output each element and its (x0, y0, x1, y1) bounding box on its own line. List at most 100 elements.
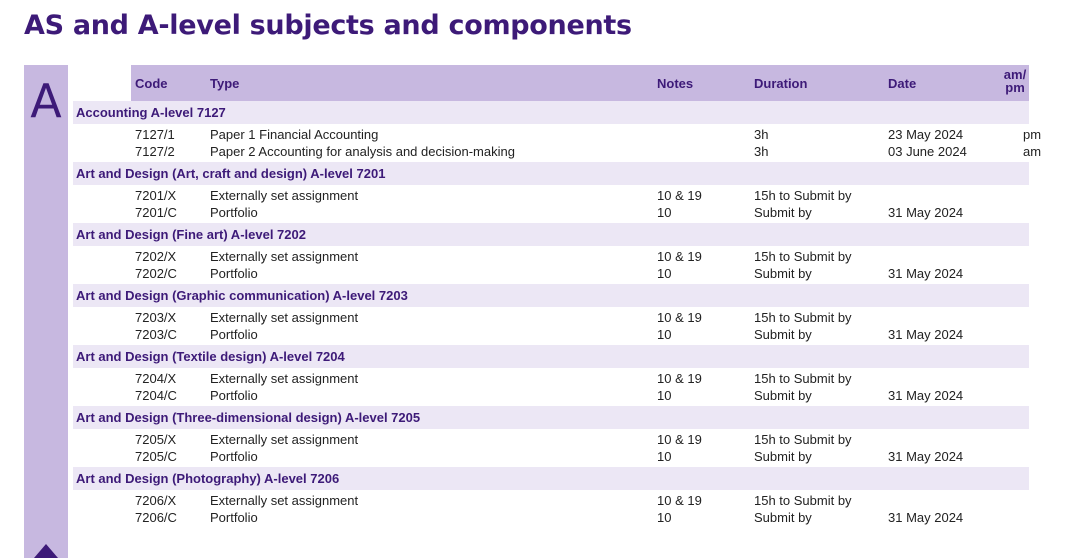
component-type: Externally set assignment (210, 249, 359, 264)
component-notes: 10 & 19 (657, 432, 702, 447)
header-ampm-line1: am/ (1003, 67, 1027, 82)
component-notes: 10 & 19 (657, 188, 702, 203)
component-type: Portfolio (210, 266, 258, 281)
component-duration: 15h to Submit by (754, 310, 852, 325)
component-row: 7203/X Externally set assignment 10 & 19 15… (73, 309, 1029, 326)
page-title: AS and A-level subjects and components (24, 10, 632, 41)
component-date: 23 May 2024 (888, 127, 964, 142)
component-date: 31 May 2024 (888, 205, 964, 220)
header-code: Code (135, 76, 168, 91)
component-row: 7127/2 Paper 2 Accounting for analysis an… (73, 143, 1041, 160)
component-duration: 3h (754, 127, 769, 142)
component-duration: Submit by (754, 449, 812, 464)
subject-row: Art and Design (Fine art) A-level 7202 (73, 223, 1029, 246)
component-duration: Submit by (754, 266, 812, 281)
component-duration: Submit by (754, 510, 812, 525)
component-code: 7205/X (135, 432, 177, 447)
component-code: 7204/X (135, 371, 177, 386)
component-notes: 10 (657, 510, 672, 525)
component-code: 7127/1 (135, 127, 175, 142)
table-body: Accounting A-level 7127 7127/1 Paper 1 Fin… (73, 101, 1041, 528)
component-type: Externally set assignment (210, 432, 359, 447)
component-row: 7206/C Portfolio 10 Submit by 31 May 2024 (73, 509, 1029, 526)
component-notes: 10 & 19 (657, 249, 702, 264)
component-date: 03 June 2024 (888, 144, 967, 159)
component-row: 7205/X Externally set assignment 10 & 19 15… (73, 431, 1029, 448)
component-date: 31 May 2024 (888, 327, 964, 342)
component-date: 31 May 2024 (888, 449, 964, 464)
component-date: 31 May 2024 (888, 266, 964, 281)
subjects-table: Code Type Notes Duration Date am/ pm Acc… (73, 65, 1041, 528)
section-letter-bar: A (24, 65, 68, 558)
component-type: Portfolio (210, 510, 258, 525)
component-notes: 10 (657, 327, 672, 342)
component-row: 7202/C Portfolio 10 Submit by 31 May 2024 (73, 265, 1029, 282)
component-ampm: pm (1023, 127, 1042, 142)
component-row: 7201/X Externally set assignment 10 & 19 15… (73, 187, 1029, 204)
header-duration: Duration (754, 76, 808, 91)
component-code: 7201/X (135, 188, 177, 203)
component-type: Externally set assignment (210, 371, 359, 386)
header-notes: Notes (657, 76, 694, 91)
component-duration: 15h to Submit by (754, 493, 852, 508)
component-row: 7201/C Portfolio 10 Submit by 31 May 2024 (73, 204, 1029, 221)
component-duration: 3h (754, 144, 769, 159)
component-type: Portfolio (210, 205, 258, 220)
component-code: 7127/2 (135, 144, 175, 159)
subject-row: Art and Design (Graphic communication) A… (73, 284, 1029, 307)
component-notes: 10 (657, 449, 672, 464)
component-code: 7206/C (135, 510, 177, 525)
component-row: 7206/X Externally set assignment 10 & 19 15… (73, 492, 1029, 509)
subject-row: Art and Design (Three-dimensional design… (73, 406, 1029, 429)
component-type: Portfolio (210, 327, 258, 342)
component-notes: 10 (657, 205, 672, 220)
component-row: 7203/C Portfolio 10 Submit by 31 May 2024 (73, 326, 1029, 343)
component-duration: Submit by (754, 327, 812, 342)
table-header: Code Type Notes Duration Date am/ pm (131, 65, 1029, 101)
component-code: 7202/C (135, 266, 177, 281)
component-code: 7202/X (135, 249, 177, 264)
row-gap (73, 526, 1029, 528)
component-row: 7127/1 Paper 1 Financial Accounting 3h 23 M… (73, 126, 1041, 143)
component-type: Externally set assignment (210, 188, 359, 203)
up-arrow-icon[interactable] (34, 544, 58, 558)
component-type: Externally set assignment (210, 493, 359, 508)
component-duration: 15h to Submit by (754, 188, 852, 203)
subject-row: Accounting A-level 7127 (73, 101, 1029, 124)
header-ampm-line2: pm (1005, 80, 1025, 95)
component-notes: 10 (657, 388, 672, 403)
header-ampm: am/ pm (1000, 68, 1030, 94)
component-code: 7205/C (135, 449, 177, 464)
component-type: Portfolio (210, 449, 258, 464)
component-notes: 10 & 19 (657, 310, 702, 325)
component-row: 7202/X Externally set assignment 10 & 19 15… (73, 248, 1029, 265)
component-type: Externally set assignment (210, 310, 359, 325)
component-date: 31 May 2024 (888, 388, 964, 403)
component-type: Paper 1 Financial Accounting (210, 127, 379, 142)
component-code: 7203/C (135, 327, 177, 342)
component-type: Paper 2 Accounting for analysis and deci… (210, 144, 515, 159)
component-duration: Submit by (754, 388, 812, 403)
subject-row: Art and Design (Photography) A-level 720… (73, 467, 1029, 490)
component-date: 31 May 2024 (888, 510, 964, 525)
component-duration: 15h to Submit by (754, 371, 852, 386)
component-duration: 15h to Submit by (754, 432, 852, 447)
component-notes: 10 (657, 266, 672, 281)
subject-row: Art and Design (Textile design) A-level … (73, 345, 1029, 368)
component-ampm: am (1023, 144, 1042, 159)
component-code: 7203/X (135, 310, 177, 325)
header-type: Type (210, 76, 240, 91)
component-row: 7204/C Portfolio 10 Submit by 31 May 2024 (73, 387, 1029, 404)
component-code: 7204/C (135, 388, 177, 403)
header-date: Date (888, 76, 917, 91)
component-notes: 10 & 19 (657, 371, 702, 386)
component-type: Portfolio (210, 388, 258, 403)
component-code: 7201/C (135, 205, 177, 220)
component-code: 7206/X (135, 493, 177, 508)
subject-row: Art and Design (Art, craft and design) A… (73, 162, 1029, 185)
component-notes: 10 & 19 (657, 493, 702, 508)
section-letter: A (30, 74, 62, 128)
component-duration: Submit by (754, 205, 812, 220)
component-duration: 15h to Submit by (754, 249, 852, 264)
component-row: 7204/X Externally set assignment 10 & 19 15… (73, 370, 1029, 387)
